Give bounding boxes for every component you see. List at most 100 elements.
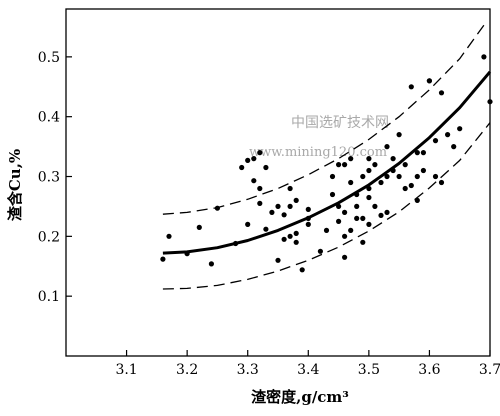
y-tick-label: 0.5 [38, 50, 60, 66]
data-point [342, 233, 348, 239]
x-tick-label: 3.5 [358, 362, 380, 378]
data-point [487, 99, 493, 105]
data-point [372, 162, 378, 168]
y-tick-label: 0.3 [38, 170, 60, 186]
x-axis-title: 渣密度,g/cm³ [251, 388, 349, 406]
x-axis: 3.1 3.2 3.3 3.4 3.5 3.6 3.7 [115, 350, 500, 378]
data-point [281, 212, 287, 218]
data-point [245, 157, 251, 163]
data-point [293, 197, 299, 203]
data-point [287, 185, 293, 192]
data-point [336, 203, 342, 209]
y-axis-title: 渣含Cu,% [6, 149, 24, 221]
data-point [402, 162, 408, 168]
fit-curve [162, 70, 492, 255]
data-point [354, 215, 360, 221]
data-point [257, 185, 263, 192]
data-point [420, 167, 426, 174]
data-point [323, 227, 330, 233]
data-point [396, 173, 402, 180]
data-point [360, 239, 366, 245]
data-point [336, 218, 342, 224]
data-point [451, 144, 457, 150]
data-point [438, 90, 445, 96]
data-point [166, 233, 172, 239]
watermark-line-2: www.mining120.com [249, 145, 387, 160]
data-point [348, 156, 354, 162]
data-point [196, 224, 202, 230]
data-point [366, 156, 372, 162]
data-point [445, 132, 451, 138]
x-tick-label: 3.3 [237, 362, 259, 378]
data-point [263, 226, 269, 232]
data-point [426, 78, 432, 84]
data-point [378, 179, 384, 186]
y-tick-label: 0.2 [38, 229, 60, 245]
data-point [420, 150, 426, 156]
data-point [342, 162, 348, 168]
data-point [184, 251, 190, 257]
data-point [414, 150, 420, 156]
data-point [257, 200, 263, 206]
data-point [402, 185, 408, 192]
x-tick-label: 3.4 [297, 362, 319, 378]
data-point [481, 54, 487, 60]
data-point [360, 215, 366, 221]
plot-frame [65, 8, 491, 357]
data-point [287, 233, 293, 239]
data-point [208, 261, 214, 267]
data-point [360, 173, 366, 180]
data-point [233, 240, 239, 247]
x-tick-label: 3.1 [115, 362, 137, 378]
data-point [408, 84, 414, 90]
data-point [263, 164, 269, 171]
data-point [457, 126, 463, 132]
data-point [275, 257, 281, 263]
data-point [354, 191, 360, 198]
data-point [408, 182, 414, 189]
data-point [251, 156, 257, 162]
data-point [214, 205, 220, 211]
y-tick-label: 0.4 [38, 110, 60, 126]
data-point [317, 248, 323, 254]
x-tick-label: 3.7 [479, 362, 500, 378]
x-tick-label: 3.2 [176, 362, 198, 378]
data-point [414, 197, 420, 203]
data-point [384, 144, 390, 150]
data-point [329, 173, 336, 180]
data-point [245, 221, 251, 227]
watermark: 中国选矿技术网 www.mining120.com [249, 115, 389, 160]
data-point [336, 162, 342, 168]
y-tick-label: 0.1 [38, 289, 60, 305]
data-point [348, 179, 354, 186]
data-point [438, 179, 445, 186]
data-point [342, 254, 348, 260]
data-point [287, 203, 293, 209]
data-point [269, 209, 275, 215]
data-point [160, 256, 166, 262]
data-point [348, 227, 354, 233]
data-point [366, 221, 372, 227]
data-point [293, 239, 299, 245]
data-point [390, 167, 396, 174]
data-point [366, 185, 372, 192]
data-point [281, 236, 287, 242]
data-point [390, 156, 396, 162]
data-point [378, 212, 384, 218]
data-point [305, 215, 311, 221]
watermark-line-1: 中国选矿技术网 [291, 115, 389, 131]
y-axis: 0.1 0.2 0.3 0.4 0.5 [38, 50, 72, 305]
data-point [384, 209, 390, 215]
data-point [257, 150, 263, 156]
data-point [299, 267, 305, 273]
data-point [354, 203, 360, 209]
data-point [384, 173, 390, 180]
data-point [329, 191, 336, 198]
data-point [275, 203, 281, 209]
confidence-bands [162, 24, 491, 290]
data-point [366, 167, 372, 174]
data-point [305, 206, 311, 212]
data-point [342, 209, 348, 215]
data-point [432, 138, 439, 144]
